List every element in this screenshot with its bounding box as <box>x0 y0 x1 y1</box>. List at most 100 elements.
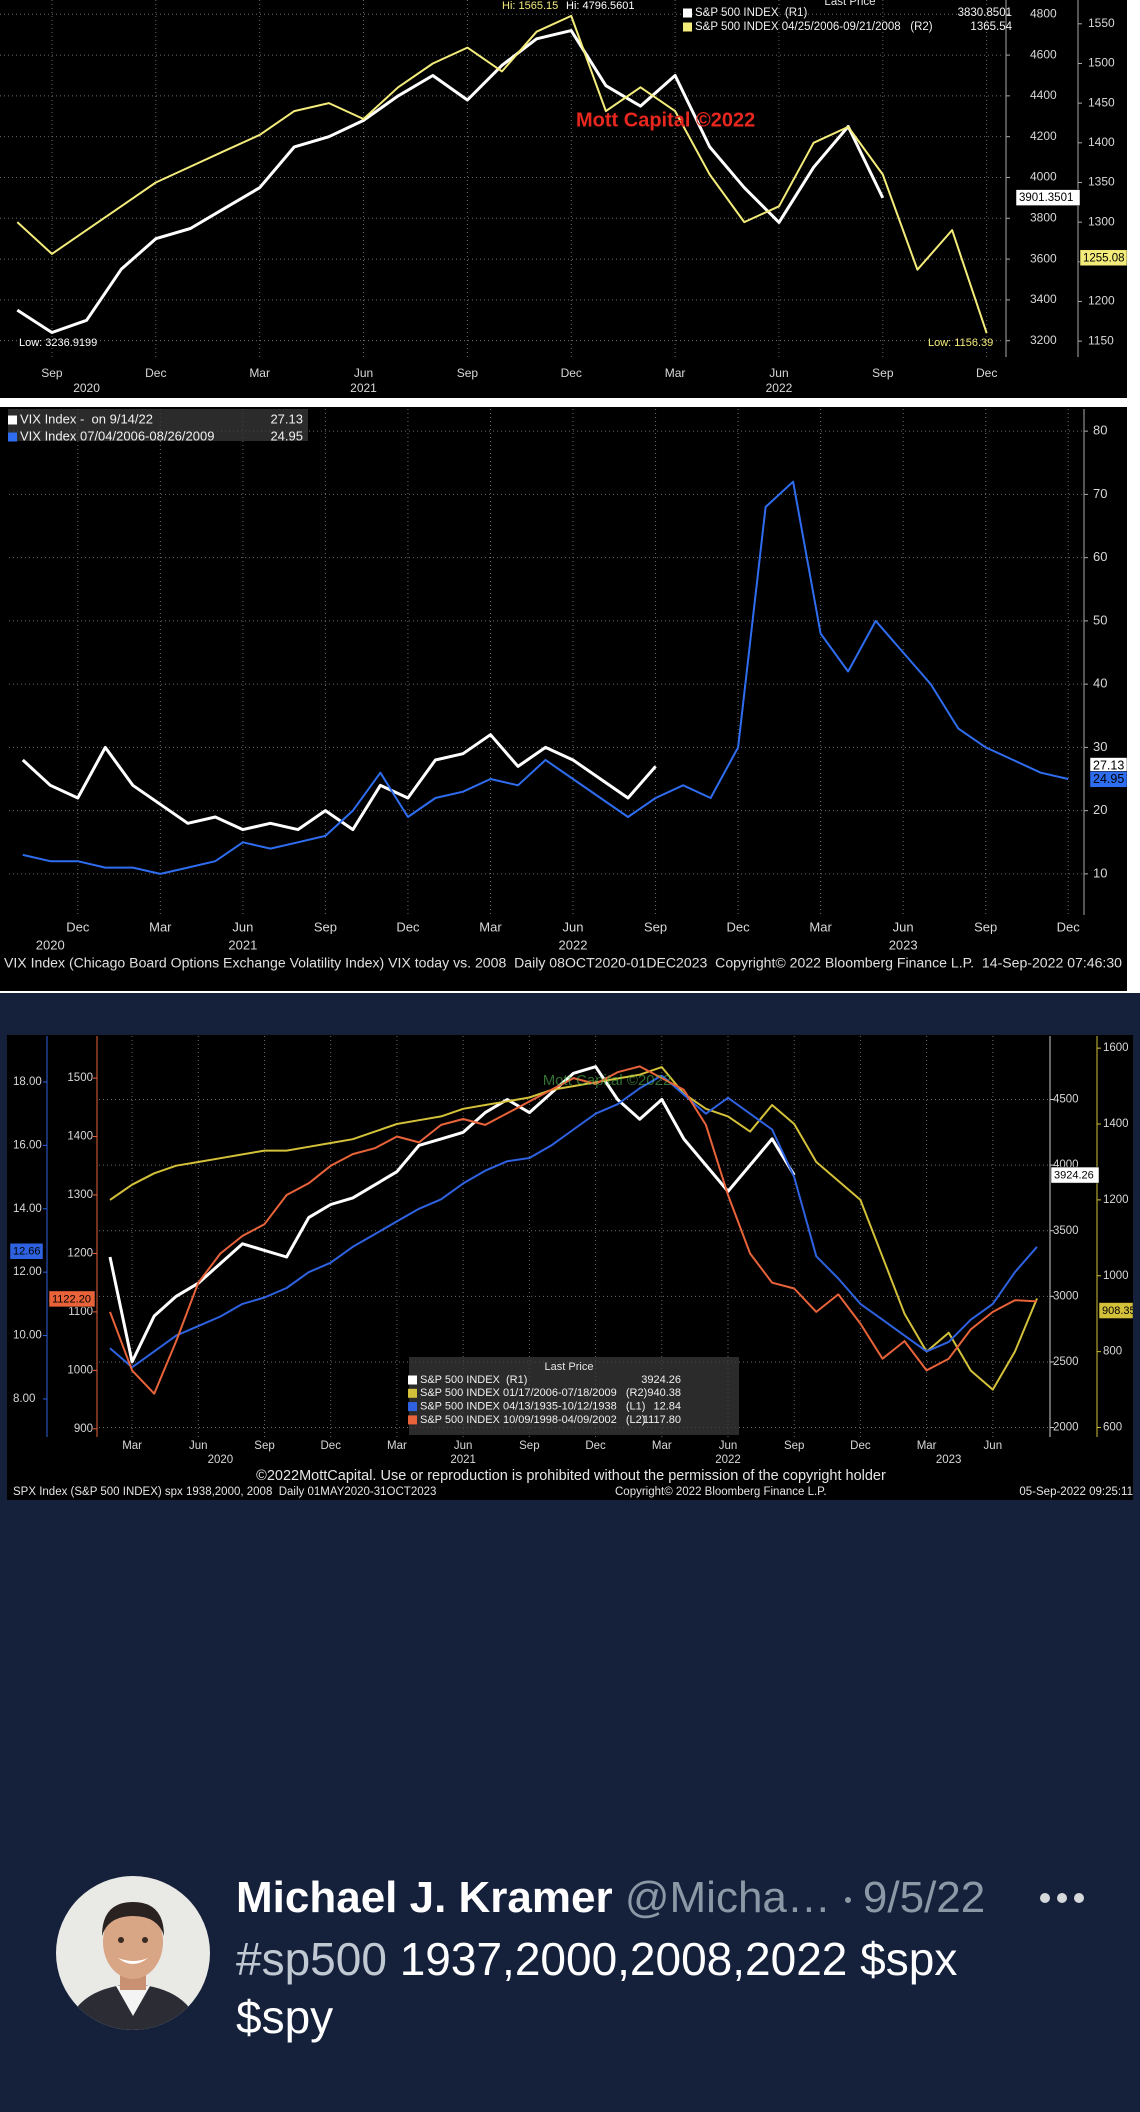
x-tick-label: Dec <box>321 1440 342 1452</box>
legend-swatch <box>408 1402 417 1412</box>
series-line <box>109 1065 1038 1395</box>
x-tick-label: Sep <box>314 919 337 934</box>
y-tick-label: 60 <box>1093 549 1107 564</box>
value-tag <box>1015 189 1081 206</box>
tweet-date[interactable]: 9/5/22 <box>862 1873 986 1922</box>
x-tick-label: Sep <box>41 366 63 380</box>
x-year-label: 2023 <box>889 937 918 952</box>
y-tick-label: 4800 <box>1030 6 1057 20</box>
value-tag <box>9 1242 44 1260</box>
x-tick-label: Jun <box>893 919 914 934</box>
legend-value: 27.13 <box>270 411 303 426</box>
avatar[interactable] <box>56 1876 210 2030</box>
x-tick-label: Dec <box>850 1440 871 1452</box>
y-tick-label: 1400 <box>1103 1118 1129 1130</box>
annotation: Hi: 1565.15 <box>502 0 558 12</box>
y-tick-label: 1300 <box>1088 214 1115 228</box>
x-tick-label: Dec <box>1057 919 1081 934</box>
y-tick-label: 30 <box>1093 739 1107 754</box>
x-tick-label: Dec <box>145 366 166 380</box>
hashtag[interactable]: #sp500 <box>236 1933 387 1985</box>
legend-value: 12.84 <box>653 1401 681 1413</box>
value-tag <box>1050 1166 1100 1184</box>
x-tick-label: Jun <box>354 366 373 380</box>
y-tick-label: 3500 <box>1053 1225 1079 1237</box>
x-tick-label: Jun <box>454 1440 473 1452</box>
footer-text: VIX Index (Chicago Board Options Exchang… <box>4 956 1122 971</box>
chart: 2000250030003500400045006008001000120014… <box>7 1035 1133 1500</box>
y-tick-label: 3200 <box>1030 333 1057 347</box>
y-tick-label: 18.00 <box>13 1076 42 1088</box>
y-tick-label: 800 <box>1103 1346 1122 1358</box>
x-tick-label: Dec <box>66 919 90 934</box>
legend-value: 24.95 <box>270 428 303 443</box>
value-tag <box>1079 249 1127 267</box>
author-name[interactable]: Michael J. Kramer <box>236 1873 613 1922</box>
x-year-label: 2022 <box>559 937 588 952</box>
x-year-label: 2020 <box>73 381 100 395</box>
legend-swatch <box>8 415 17 425</box>
series-line <box>16 14 988 334</box>
x-tick-label: Dec <box>585 1440 606 1452</box>
y-tick-label: 600 <box>1103 1422 1122 1434</box>
value-tag <box>48 1290 96 1308</box>
y-tick-label: 1200 <box>1103 1194 1129 1206</box>
y-tick-label: 4200 <box>1030 129 1057 143</box>
y-tick-label: 16.00 <box>13 1139 42 1151</box>
x-year-label: 2021 <box>350 381 377 395</box>
legend-value: 1365.54 <box>970 21 1012 33</box>
y-tick-label: 12.00 <box>13 1266 42 1278</box>
x-tick-label: Mar <box>122 1440 142 1452</box>
series-line <box>16 29 885 334</box>
y-tick-label: 3800 <box>1030 210 1057 224</box>
legend-swatch <box>408 1415 417 1425</box>
legend-label: VIX Index - on 9/14/22 <box>20 411 153 426</box>
y-tick-label: 3000 <box>1053 1290 1079 1302</box>
separator-dot <box>844 1897 851 1904</box>
y-tick-label: 10 <box>1093 865 1107 880</box>
value-tag-label: 908.35 <box>1102 1305 1133 1317</box>
x-tick-label: Sep <box>872 366 894 380</box>
legend-label: S&P 500 INDEX (R1) <box>420 1374 527 1386</box>
y-tick-label: 80 <box>1093 423 1107 438</box>
author-handle[interactable]: @Micha… <box>624 1873 831 1922</box>
x-tick-label: Jun <box>719 1440 738 1452</box>
value-tag-label: 3924.26 <box>1054 1169 1094 1181</box>
x-year-label: 2022 <box>766 381 793 395</box>
x-year-label: 2020 <box>208 1454 234 1466</box>
x-tick-label: Mar <box>149 919 172 934</box>
legend-label: S&P 500 INDEX 10/09/1998-04/09/2002 (L2) <box>420 1414 645 1426</box>
y-tick-label: 10.00 <box>13 1330 42 1342</box>
series-line <box>22 480 1069 875</box>
y-tick-label: 1200 <box>67 1247 93 1259</box>
x-tick-label: Sep <box>644 919 667 934</box>
y-tick-label: 1150 <box>1088 333 1114 347</box>
chart: 10 20 30 40 50 60 70 80 Dec Mar Jun Sep Dec Mar Jun Sep… <box>0 407 1127 991</box>
legend-label: VIX Index 07/04/2006-08/26/2009 <box>20 428 214 443</box>
value-tag <box>1098 1302 1133 1319</box>
more-button[interactable] <box>1030 1886 1090 1910</box>
x-tick-label: Jun <box>769 366 788 380</box>
x-tick-label: Sep <box>457 366 479 380</box>
legend-header: Last Price <box>545 1361 594 1373</box>
y-tick-label: 40 <box>1093 676 1107 691</box>
x-tick-label: Dec <box>727 919 751 934</box>
legend-label: S&P 500 INDEX 04/25/2006-09/21/2008 (R2) <box>695 21 933 33</box>
x-tick-label: Dec <box>561 366 582 380</box>
x-tick-label: Mar <box>479 919 502 934</box>
y-tick-label: 1500 <box>1088 56 1115 70</box>
annotation: Hi: 4796.5601 <box>566 0 635 12</box>
y-tick-label: 4600 <box>1030 47 1057 61</box>
y-tick-label: 1000 <box>67 1364 93 1376</box>
footer-text: Copyright© 2022 Bloomberg Finance L.P. <box>615 1486 827 1498</box>
legend-label: S&P 500 INDEX 04/13/1935-10/12/1938 (L1) <box>420 1401 645 1413</box>
footer-text: 05-Sep-2022 09:25:11 <box>1019 1486 1133 1498</box>
x-tick-label: Sep <box>519 1440 539 1452</box>
x-tick-label: Sep <box>254 1440 274 1452</box>
legend-value: 940.38 <box>647 1387 681 1399</box>
legend-label: S&P 500 INDEX 01/17/2006-07/18/2009 (R2) <box>420 1387 647 1399</box>
series-line <box>109 1074 1038 1369</box>
annotation: Low: 3236.9199 <box>19 337 97 349</box>
series-line <box>109 1066 1038 1391</box>
